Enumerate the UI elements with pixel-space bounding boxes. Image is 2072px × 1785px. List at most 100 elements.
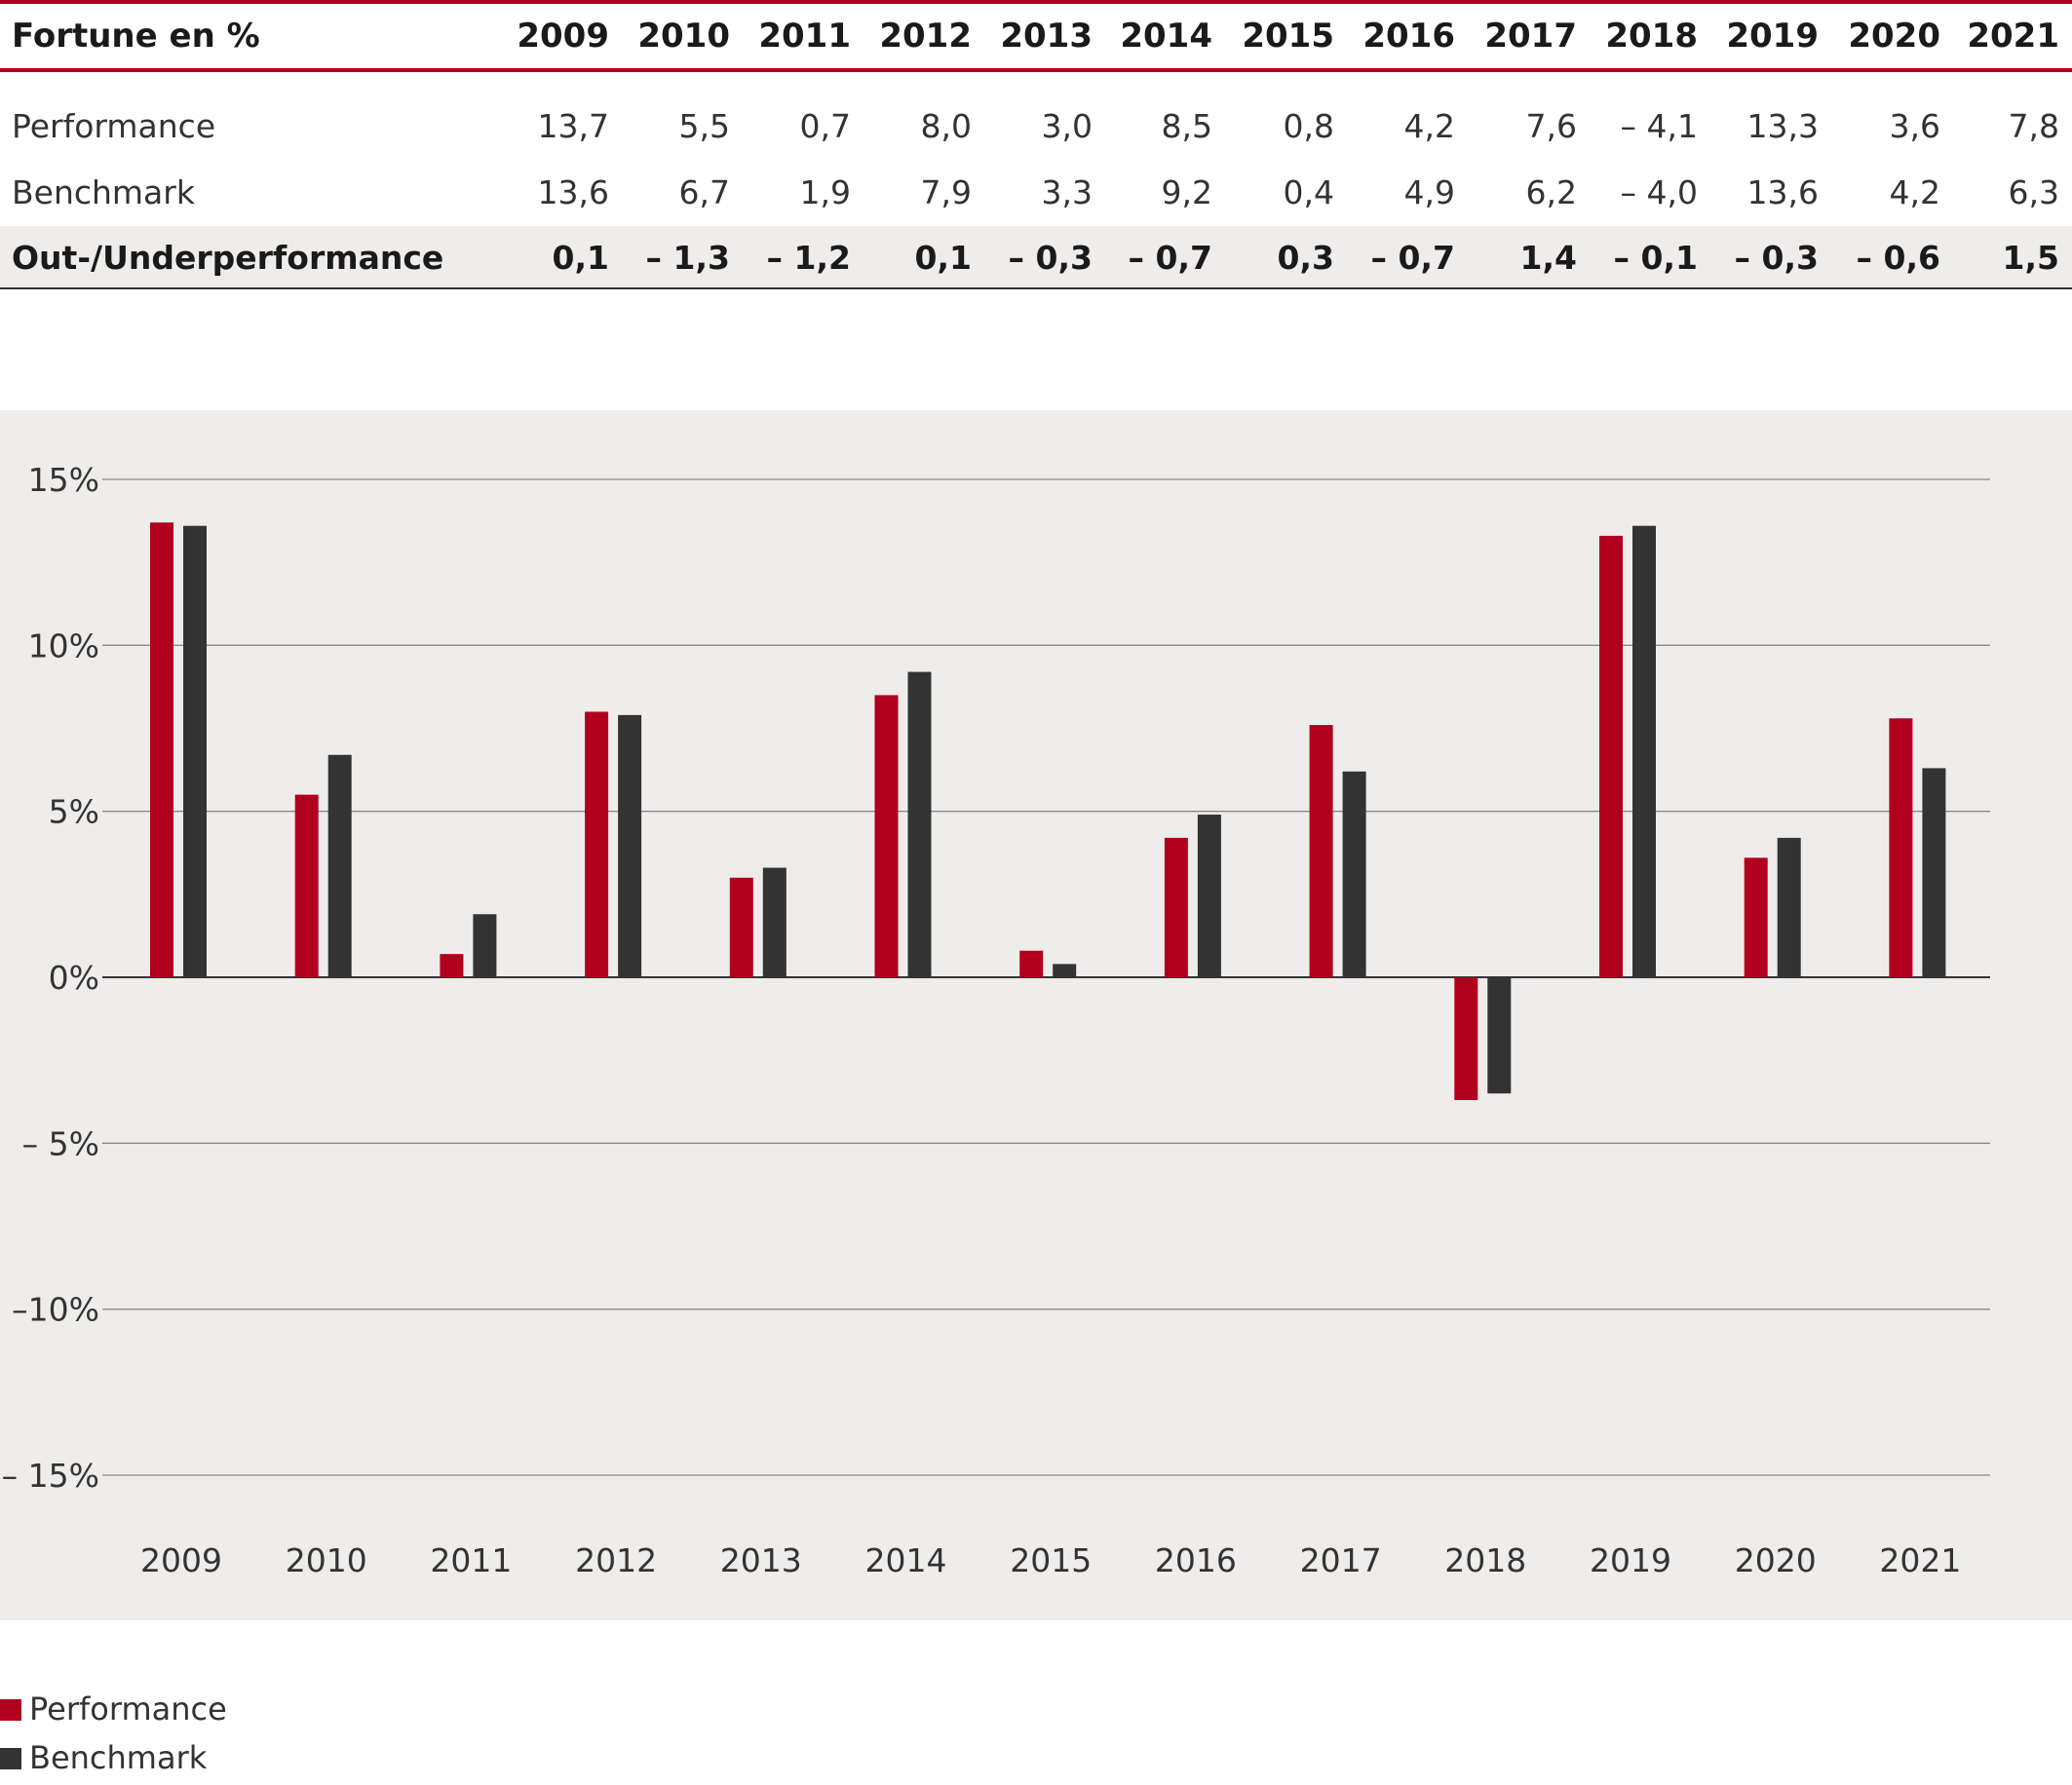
- bar-benchmark: [1487, 977, 1512, 1094]
- bar-benchmark: [618, 714, 642, 977]
- bar-performance: [1164, 837, 1188, 977]
- table-cell-benchmark: 6,3: [2008, 173, 2059, 211]
- bar-performance: [585, 711, 609, 977]
- table-cell-performance: 0,7: [799, 107, 851, 145]
- table-cell-outperformance: – 1,3: [645, 239, 730, 277]
- table-cell-benchmark: 6,2: [1525, 173, 1577, 211]
- table-cell-benchmark: 9,2: [1161, 173, 1212, 211]
- row-label-outperformance: Out-/Underperformance: [12, 239, 444, 277]
- table-year-header: 2016: [1362, 17, 1455, 56]
- table-cell-performance: 0,8: [1283, 107, 1334, 145]
- y-tick-label: 0%: [49, 959, 99, 997]
- legend-label-benchmark: Benchmark: [29, 1739, 208, 1776]
- row-label-performance: Performance: [12, 107, 216, 145]
- bar-benchmark: [1777, 837, 1801, 977]
- table-cell-performance: 3,0: [1041, 107, 1093, 145]
- legend-item-performance: Performance: [0, 1690, 227, 1728]
- bar-performance: [440, 954, 464, 977]
- x-tick-label: 2019: [1590, 1541, 1671, 1579]
- table-cell-performance: – 4,1: [1620, 107, 1698, 145]
- x-tick-label: 2017: [1300, 1541, 1382, 1579]
- table-cell-performance: 13,3: [1746, 107, 1819, 145]
- x-tick-label: 2020: [1735, 1541, 1817, 1579]
- table-cell-outperformance: 0,3: [1277, 239, 1334, 277]
- bar-performance: [1309, 725, 1333, 977]
- x-tick-label: 2021: [1879, 1541, 1961, 1579]
- table-cell-performance: 4,2: [1403, 107, 1455, 145]
- bar-benchmark: [907, 671, 932, 977]
- bar-benchmark: [1053, 964, 1077, 977]
- table-header-label: Fortune en %: [12, 17, 260, 56]
- bar-performance: [729, 877, 753, 977]
- table-cell-outperformance: – 0,3: [1008, 239, 1093, 277]
- legend-item-benchmark: Benchmark: [0, 1739, 207, 1776]
- bar-performance: [1454, 977, 1478, 1101]
- table-bottom-rule: [0, 287, 2072, 289]
- table-cell-performance: 3,6: [1889, 107, 1940, 145]
- table-cell-benchmark: 4,9: [1403, 173, 1455, 211]
- y-tick-label: – 5%: [22, 1124, 99, 1162]
- legend-swatch-performance: [0, 1699, 21, 1721]
- table-header-rule: [0, 68, 2072, 72]
- x-tick-label: 2013: [720, 1541, 802, 1579]
- table-cell-benchmark: – 4,0: [1620, 173, 1698, 211]
- bar-performance: [1889, 718, 1913, 977]
- table-cell-outperformance: – 0,7: [1370, 239, 1455, 277]
- summary-row-background: [0, 226, 2072, 287]
- legend-swatch-benchmark: [0, 1748, 21, 1769]
- y-tick-label: –10%: [12, 1291, 99, 1329]
- table-year-header: 2014: [1120, 17, 1212, 56]
- x-tick-label: 2012: [575, 1541, 657, 1579]
- table-cell-outperformance: – 0,6: [1856, 239, 1940, 277]
- table-cell-outperformance: – 0,7: [1128, 239, 1212, 277]
- bar-performance: [1599, 535, 1623, 977]
- bar-benchmark: [327, 754, 352, 977]
- x-tick-label: 2014: [865, 1541, 947, 1579]
- table-cell-outperformance: – 0,3: [1734, 239, 1819, 277]
- table-cell-performance: 8,5: [1161, 107, 1212, 145]
- bar-performance: [1744, 857, 1768, 977]
- table-cell-performance: 8,0: [920, 107, 972, 145]
- bar-performance: [874, 695, 899, 977]
- bar-benchmark: [1632, 525, 1656, 977]
- table-top-rule: [0, 0, 2072, 4]
- table-year-header: 2021: [1967, 17, 2059, 56]
- table-year-header: 2020: [1848, 17, 1940, 56]
- table-cell-performance: 13,7: [537, 107, 609, 145]
- table-cell-benchmark: 13,6: [537, 173, 609, 211]
- table-cell-outperformance: – 0,1: [1613, 239, 1698, 277]
- y-tick-label: 10%: [28, 627, 99, 665]
- bar-benchmark: [1922, 768, 1946, 977]
- table-cell-benchmark: 13,6: [1746, 173, 1819, 211]
- table-cell-outperformance: 0,1: [552, 239, 609, 277]
- bar-benchmark: [183, 525, 207, 977]
- x-tick-label: 2009: [140, 1541, 222, 1579]
- table-cell-benchmark: 6,7: [678, 173, 730, 211]
- table-cell-outperformance: 0,1: [914, 239, 972, 277]
- x-tick-label: 2016: [1155, 1541, 1237, 1579]
- table-year-header: 2012: [879, 17, 972, 56]
- bar-performance: [150, 522, 173, 977]
- table-year-header: 2015: [1242, 17, 1334, 56]
- y-tick-label: – 15%: [2, 1457, 99, 1495]
- legend-label-performance: Performance: [29, 1690, 227, 1728]
- table-cell-outperformance: – 1,2: [766, 239, 851, 277]
- table-cell-performance: 7,6: [1525, 107, 1577, 145]
- x-tick-label: 2018: [1444, 1541, 1526, 1579]
- table-year-header: 2011: [758, 17, 851, 56]
- table-year-header: 2017: [1484, 17, 1577, 56]
- table-cell-benchmark: 7,9: [920, 173, 972, 211]
- bar-benchmark: [1197, 815, 1221, 977]
- bar-chart: 15% 10% 5% 0% – 5% –10% – 15% 2009 2010 2011 2012 2…: [2, 461, 1990, 1579]
- x-tick-label: 2015: [1010, 1541, 1092, 1579]
- x-tick-label: 2011: [430, 1541, 512, 1579]
- x-tick-label: 2010: [286, 1541, 367, 1579]
- table-year-header: 2013: [1000, 17, 1093, 56]
- table-cell-outperformance: 1,4: [1519, 239, 1577, 277]
- table-cell-benchmark: 3,3: [1041, 173, 1093, 211]
- bar-chart-panel: 15% 10% 5% 0% – 5% –10% – 15% 2009 2010 2011 2012 2…: [0, 410, 2072, 1620]
- y-tick-label: 5%: [49, 793, 99, 831]
- table-cell-outperformance: 1,5: [2002, 239, 2059, 277]
- table-year-header: 2019: [1726, 17, 1819, 56]
- table-year-header: 2009: [517, 17, 609, 56]
